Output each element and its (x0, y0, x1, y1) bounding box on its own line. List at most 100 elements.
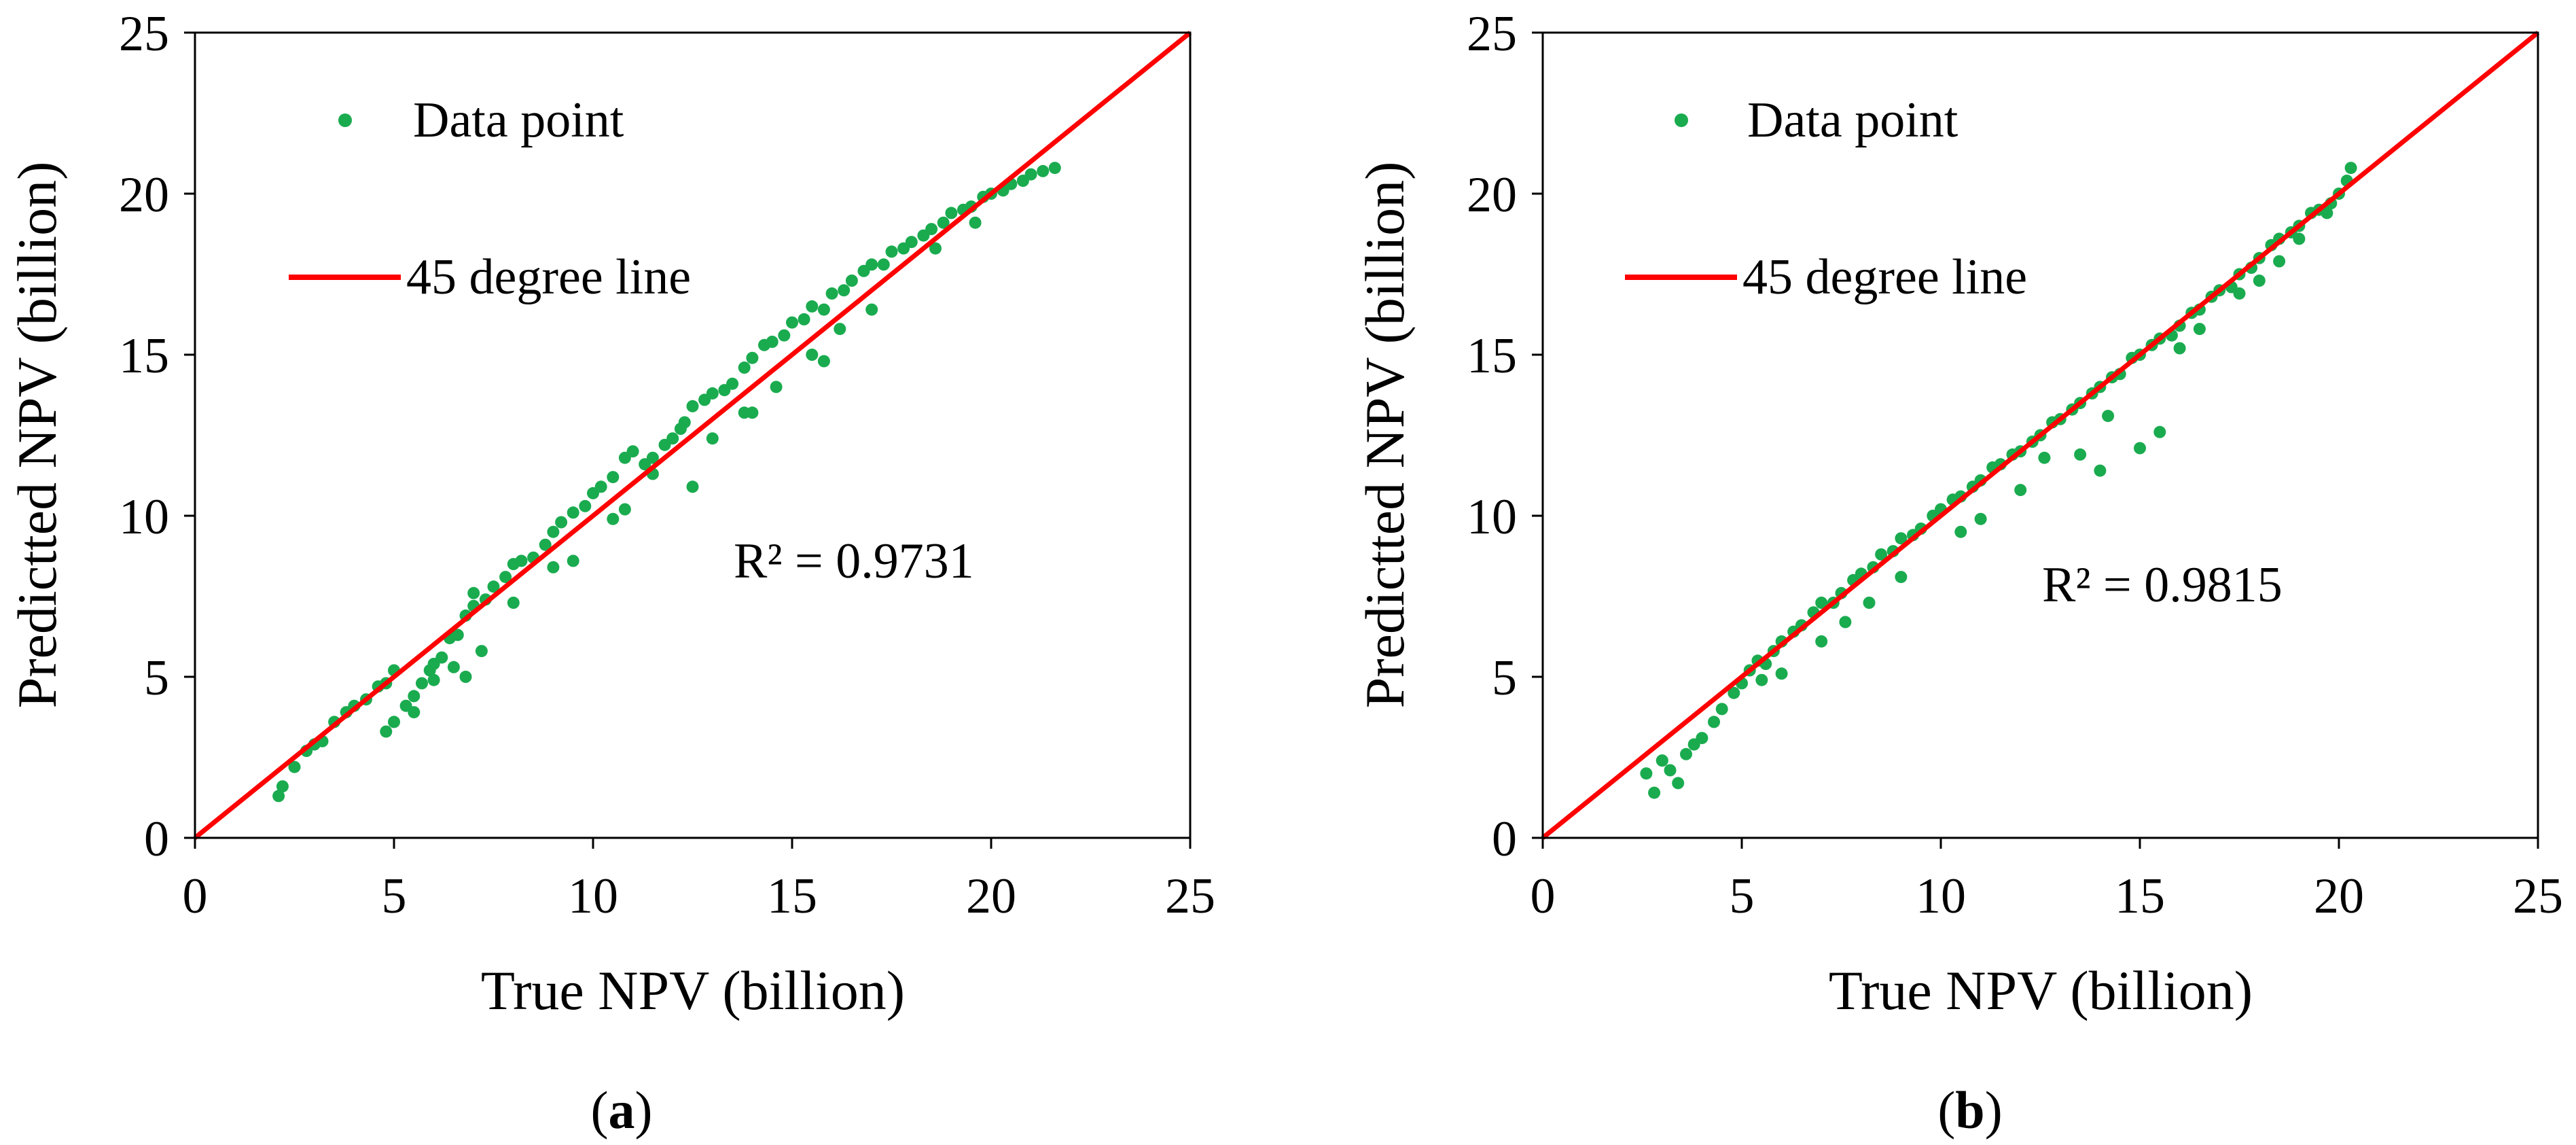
data-point (806, 300, 819, 313)
data-point (2193, 323, 2206, 336)
data-point (825, 287, 838, 300)
reference-line-45deg (193, 31, 1192, 840)
data-point (746, 351, 759, 364)
data-point (1875, 548, 1888, 561)
data-point (447, 660, 460, 673)
data-point (2173, 342, 2186, 355)
data-point (594, 480, 607, 493)
plot-frame-b (1541, 31, 2539, 839)
x-tick-label: 10 (1916, 868, 1966, 924)
data-point (451, 629, 464, 641)
x-tick-label: 0 (183, 868, 208, 924)
panel-label-b: (b) (1937, 1080, 2002, 1140)
data-point (674, 423, 687, 435)
data-point (435, 651, 448, 664)
data-point (1863, 597, 1876, 609)
data-point (626, 445, 639, 458)
data-point (798, 313, 810, 325)
y-tick-label: 10 (1467, 489, 1517, 545)
data-point (2321, 207, 2333, 219)
tick-labels-a: 0 5 10 15 20 25 0 5 10 15 20 25 (119, 6, 1215, 924)
legend-label-line-b: 45 degree line (1742, 249, 2027, 305)
data-point (1728, 686, 1740, 699)
data-point (607, 471, 620, 484)
y-tick-label: 25 (1467, 6, 1517, 62)
data-point (929, 242, 942, 255)
y-tick-label: 20 (1467, 167, 1517, 223)
data-point (945, 207, 958, 219)
data-point (380, 725, 393, 738)
x-axis-title-a: True NPV (billion) (481, 959, 905, 1021)
data-point (2014, 484, 2027, 497)
data-point (276, 780, 289, 793)
data-point (1680, 747, 1692, 760)
data-point (2094, 464, 2107, 477)
data-point (838, 284, 851, 297)
data-point (1656, 754, 1668, 767)
y-axis-title-b: Predictted NPV (billion) (1354, 162, 1416, 709)
data-point (475, 645, 488, 658)
data-point (1815, 597, 1828, 609)
data-point (1672, 777, 1685, 790)
tick-marks-a (184, 31, 1192, 849)
data-point (1648, 786, 1661, 799)
data-point (618, 503, 631, 516)
data-point (515, 554, 528, 567)
data-point (2273, 255, 2286, 268)
data-point (2293, 232, 2306, 245)
data-point (786, 316, 798, 329)
data-point (937, 216, 950, 229)
data-point (766, 336, 779, 348)
data-point (1775, 667, 1788, 680)
data-point (1895, 532, 1908, 545)
data-point (778, 329, 791, 342)
data-point (817, 355, 830, 368)
tick-marks-b (1532, 31, 2539, 849)
panel-letter-b: b (1955, 1080, 1984, 1140)
data-point (2074, 448, 2087, 461)
data-point (686, 400, 699, 412)
data-point (925, 223, 938, 236)
plot-frame-a (194, 31, 1192, 839)
data-point (746, 406, 759, 419)
data-point (1755, 673, 1768, 686)
data-point (567, 506, 579, 519)
data-point (806, 349, 819, 361)
data-point (726, 377, 739, 390)
x-tick-label: 10 (568, 868, 618, 924)
data-point (487, 580, 500, 593)
data-point (459, 671, 472, 683)
data-point (865, 303, 878, 316)
data-point (1640, 767, 1653, 780)
r-squared-annotation-b: R² = 0.9815 (2042, 557, 2283, 613)
x-tick-label: 0 (1531, 868, 1556, 924)
data-point (1895, 571, 1908, 584)
legend-label-point-a: Data point (413, 92, 624, 148)
data-area-a (193, 31, 1192, 840)
data-point (865, 258, 878, 271)
x-tick-label: 15 (767, 868, 817, 924)
x-tick-label: 25 (2513, 868, 2563, 924)
y-tick-label: 25 (119, 6, 169, 62)
y-tick-label: 15 (1467, 328, 1517, 384)
data-point (579, 499, 592, 512)
data-point (845, 275, 858, 287)
data-point (272, 790, 285, 803)
data-point (288, 760, 301, 773)
data-point (1954, 525, 1967, 538)
data-point (1696, 732, 1709, 745)
data-point (547, 561, 560, 574)
y-tick-label: 5 (144, 650, 169, 706)
data-point (507, 597, 520, 609)
data-point (547, 525, 560, 538)
y-tick-label: 10 (119, 489, 169, 545)
data-point (2038, 451, 2051, 464)
x-tick-label: 5 (382, 868, 407, 924)
data-point (885, 245, 898, 258)
data-point (499, 571, 512, 584)
x-tick-label: 20 (2314, 868, 2364, 924)
panel-label-a: (a) (591, 1080, 653, 1140)
data-point (2233, 287, 2246, 300)
data-point (1048, 162, 1061, 175)
